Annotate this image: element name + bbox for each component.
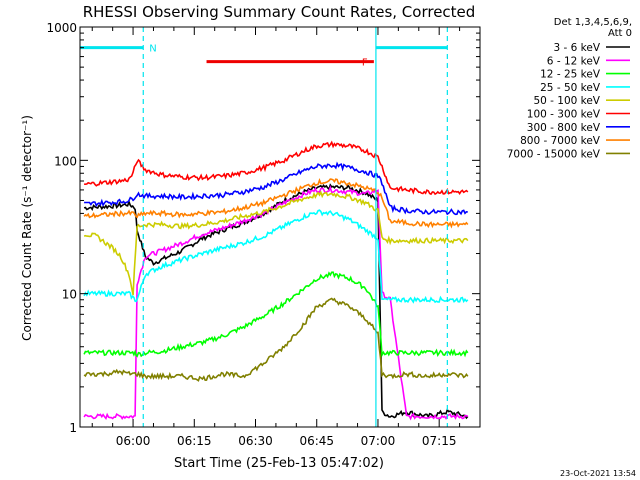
y-tick-label-0: 1	[69, 421, 77, 435]
legend-label-0: 3 - 6 keV	[553, 42, 600, 54]
y-tick-label-2: 100	[54, 154, 77, 168]
legend-label-7: 800 - 7000 keV	[520, 135, 601, 147]
x-tick-label-0: 06:00	[116, 434, 151, 448]
x-tick-label-1: 06:15	[177, 434, 212, 448]
series-line-0	[83, 183, 469, 420]
series-line-2	[83, 271, 469, 358]
legend-label-1: 6 - 12 keV	[547, 55, 601, 67]
annotation-label-0: N	[149, 44, 156, 55]
x-tick-label-2: 06:30	[238, 434, 273, 448]
axes: 1 10 100 1000 06:00 06:15 06:30 06:45 07:00 07:15	[46, 21, 481, 448]
legend-label-8: 7000 - 15000 keV	[507, 148, 601, 160]
plot-area: NF	[80, 27, 469, 427]
series-line-1	[83, 185, 469, 421]
x-tick-label-4: 07:00	[361, 434, 396, 448]
legend-header-1: Att 0	[608, 28, 632, 39]
series-line-6	[84, 161, 468, 216]
plot-clip-group	[80, 27, 469, 427]
y-axis-label: Corrected Count Rate (s⁻¹ detector⁻¹)	[20, 115, 34, 341]
footer-date: 23-Oct-2021 13:54	[560, 469, 636, 478]
x-tick-label-5: 07:15	[422, 434, 457, 448]
series-line-7	[83, 178, 469, 229]
y-tick-label-3: 1000	[46, 21, 77, 35]
x-axis-label: Start Time (25-Feb-13 05:47:02)	[174, 456, 384, 471]
legend-label-6: 300 - 800 keV	[527, 122, 601, 134]
chart-title: RHESSI Observing Summary Count Rates, Co…	[83, 3, 476, 21]
annotation-label-1: F	[362, 58, 368, 69]
legend-label-2: 12 - 25 keV	[540, 69, 601, 81]
legend-header-0: Det 1,3,4,5,6,9,	[554, 17, 632, 28]
legend-label-3: 25 - 50 keV	[540, 82, 601, 94]
series-line-4	[83, 190, 469, 296]
legend-label-5: 100 - 300 keV	[527, 109, 601, 121]
series-line-3	[83, 209, 469, 304]
plot-frame	[79, 26, 481, 428]
series-line-8	[83, 297, 469, 382]
y-tick-label-1: 10	[62, 288, 77, 302]
x-tick-label-3: 06:45	[299, 434, 334, 448]
series-line-5	[84, 140, 469, 196]
legend-label-4: 50 - 100 keV	[533, 95, 600, 107]
